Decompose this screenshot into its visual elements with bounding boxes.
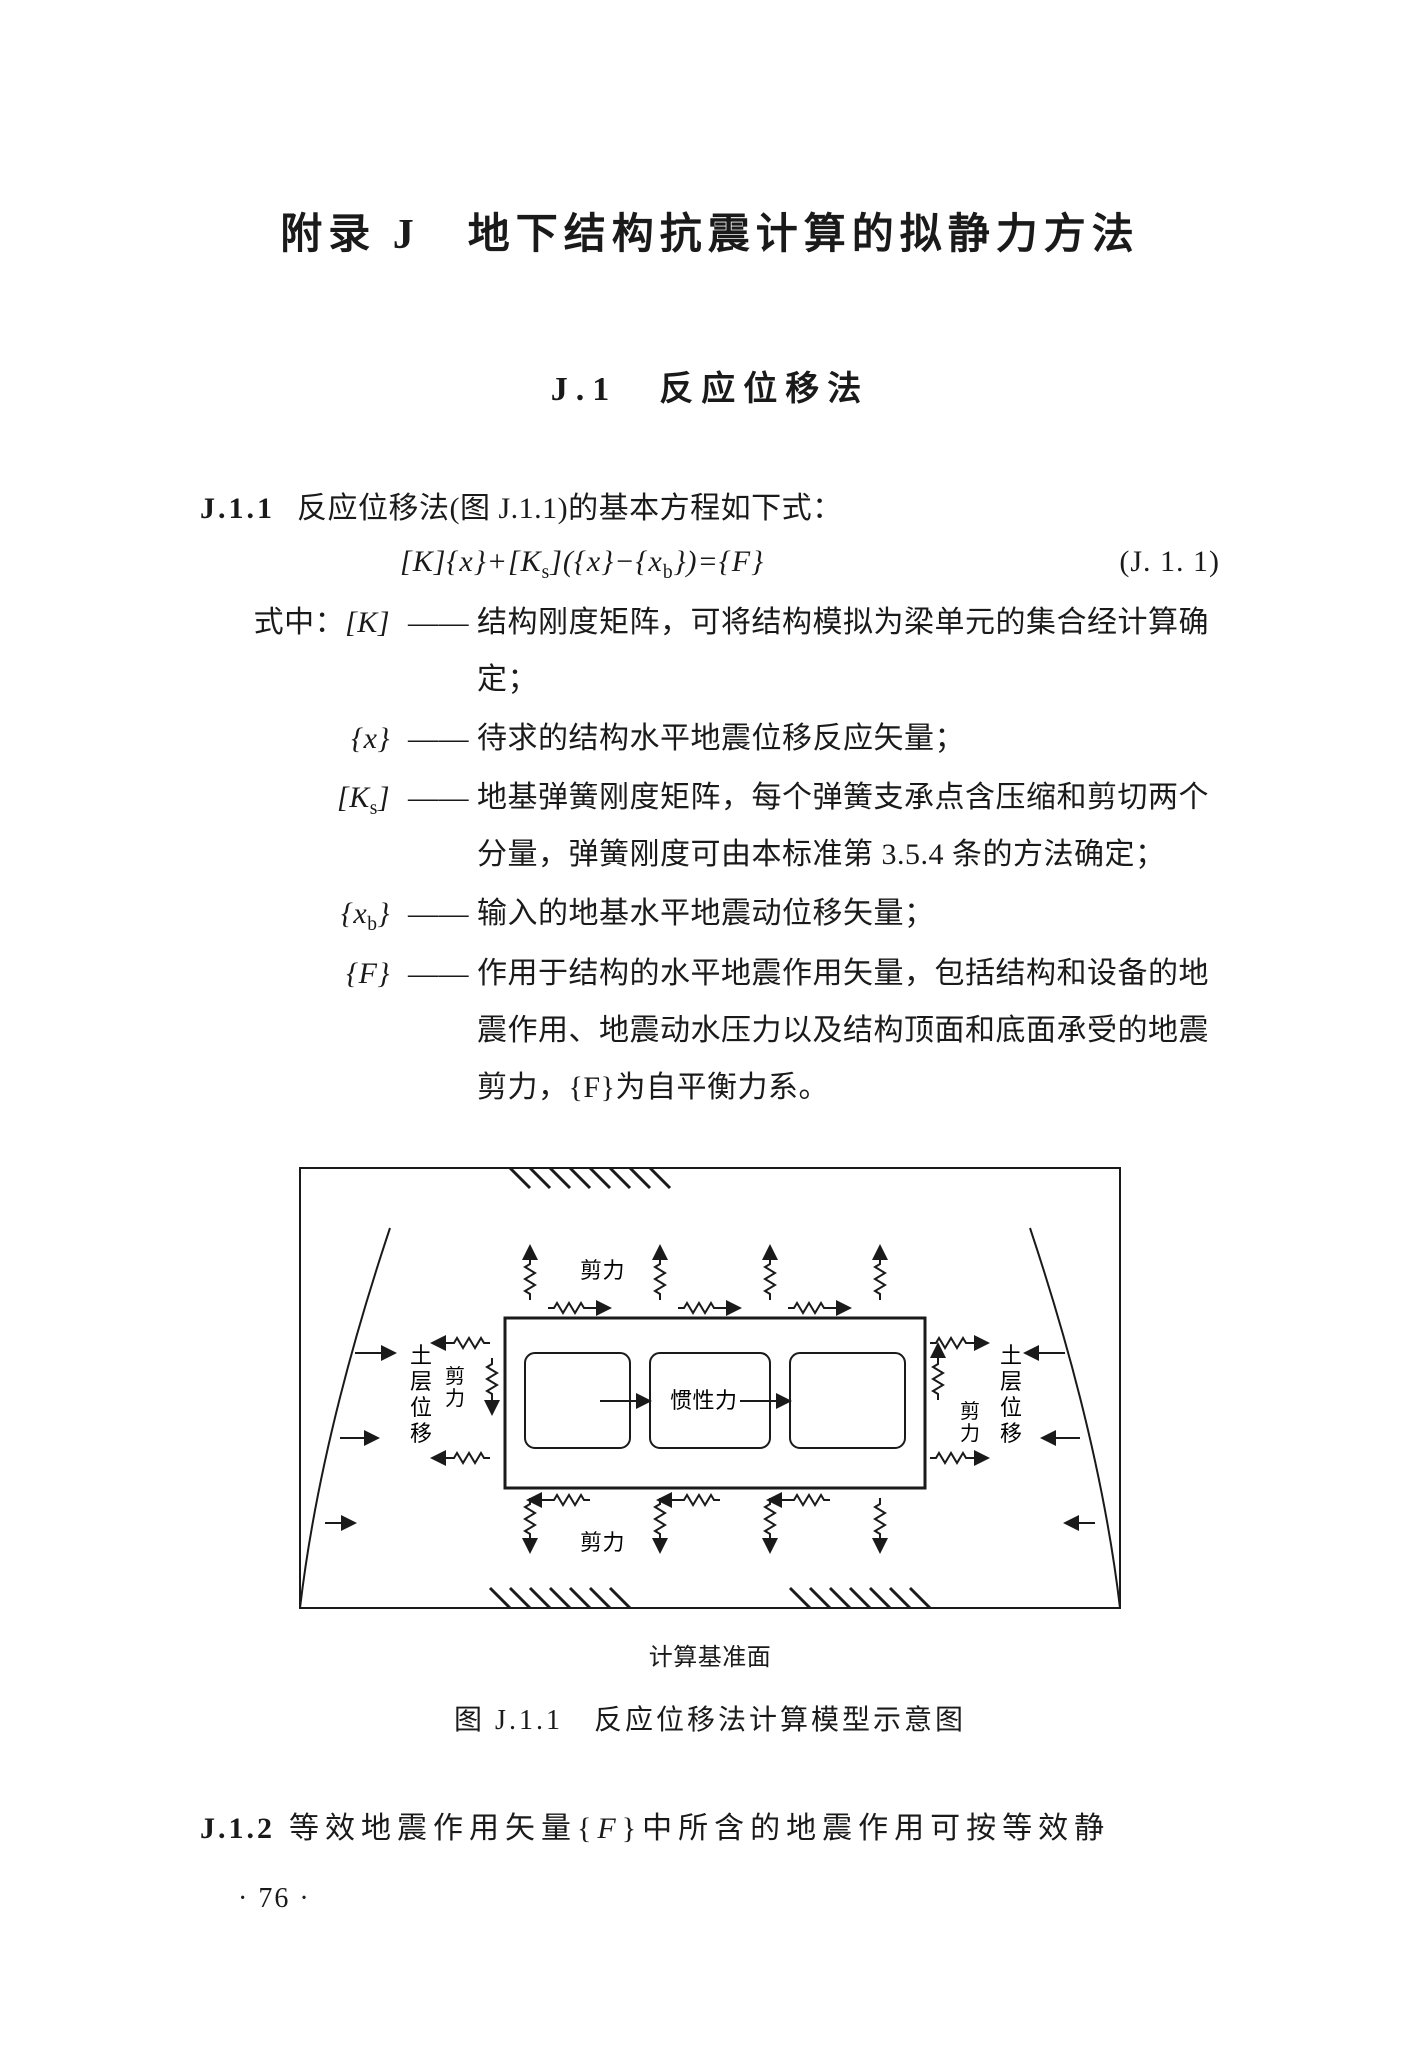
def-row-K: 式中：[K] —— 结构刚度矩阵，可将结构模拟为梁单元的集合经计算确定；: [200, 594, 1220, 708]
def-text: 待求的结构水平地震位移反应矢量；: [477, 710, 1220, 767]
clause-number: J.1.1: [200, 492, 275, 525]
figure-caption: 图 J.1.1 反应位移法计算模型示意图: [280, 1698, 1140, 1738]
def-row-Ks: [Ks] —— 地基弹簧刚度矩阵，每个弹簧支承点含压缩和剪切两个分量，弹簧刚度可…: [200, 769, 1220, 883]
clause-text: 等效地震作用矢量{F}中所含的地震作用可按等效静: [289, 1812, 1110, 1845]
equation: [K]{x}+[Ks]({x}−{xb})={F} (J. 1. 1): [200, 545, 1220, 584]
figure-j11: 土层位移 土层位移 惯性力 剪力: [280, 1158, 1140, 1738]
figure-svg: 土层位移 土层位移 惯性力 剪力: [280, 1158, 1140, 1638]
clause-intro-text: 反应位移法(图 J.1.1)的基本方程如下式：: [297, 492, 843, 525]
page-number: · 76 ·: [200, 1883, 1220, 1915]
label-soil-left: 土层位移: [410, 1343, 433, 1446]
def-row-x: {x} —— 待求的结构水平地震位移反应矢量；: [200, 710, 1220, 767]
def-text: 地基弹簧刚度矩阵，每个弹簧支承点含压缩和剪切两个分量，弹簧刚度可由本标准第 3.…: [477, 769, 1220, 883]
def-row-F: {F} —— 作用于结构的水平地震作用矢量，包括结构和设备的地震作用、地震动水压…: [200, 945, 1220, 1116]
label-shear-top: 剪力: [580, 1258, 625, 1283]
label-shear-bottom: 剪力: [580, 1530, 625, 1555]
label-datum: 计算基准面: [280, 1637, 1140, 1672]
equation-label: (J. 1. 1): [1119, 545, 1220, 579]
page: 附录 J 地下结构抗震计算的拟静力方法 J.1 反应位移法 J.1.1 反应位移…: [0, 0, 1410, 2048]
label-inertia: 惯性力: [670, 1388, 738, 1413]
def-row-xb: {xb} —— 输入的地基水平地震动位移矢量；: [200, 885, 1220, 943]
def-sym: [Ks]: [200, 769, 400, 827]
equation-body: [K]{x}+[Ks]({x}−{xb})={F}: [400, 545, 764, 578]
where-prefix: 式中：: [254, 606, 346, 639]
section-title: J.1 反应位移法: [200, 361, 1220, 410]
def-dash: ——: [400, 769, 477, 826]
def-dash: ——: [400, 945, 477, 1002]
def-dash: ——: [400, 594, 477, 651]
def-sym: {x}: [200, 710, 400, 767]
clause-j11-intro: J.1.1 反应位移法(图 J.1.1)的基本方程如下式：: [200, 480, 1220, 537]
definition-list: 式中：[K] —— 结构刚度矩阵，可将结构模拟为梁单元的集合经计算确定； {x}…: [200, 594, 1220, 1116]
clause-number: J.1.2: [200, 1812, 275, 1845]
label-shear-left: 剪力: [445, 1365, 466, 1410]
def-sym: 式中：[K]: [200, 594, 400, 651]
def-text: 结构刚度矩阵，可将结构模拟为梁单元的集合经计算确定；: [477, 594, 1220, 708]
def-text: 作用于结构的水平地震作用矢量，包括结构和设备的地震作用、地震动水压力以及结构顶面…: [477, 945, 1220, 1116]
label-soil-right: 土层位移: [1000, 1343, 1023, 1446]
appendix-title: 附录 J 地下结构抗震计算的拟静力方法: [200, 200, 1220, 261]
label-shear-right: 剪力: [960, 1400, 981, 1445]
def-sym: {F}: [200, 945, 400, 1002]
def-dash: ——: [400, 885, 477, 942]
def-text: 输入的地基水平地震动位移矢量；: [477, 885, 1220, 942]
def-dash: ——: [400, 710, 477, 767]
def-sym: {xb}: [200, 885, 400, 943]
clause-j12: J.1.2 等效地震作用矢量{F}中所含的地震作用可按等效静: [200, 1800, 1220, 1857]
